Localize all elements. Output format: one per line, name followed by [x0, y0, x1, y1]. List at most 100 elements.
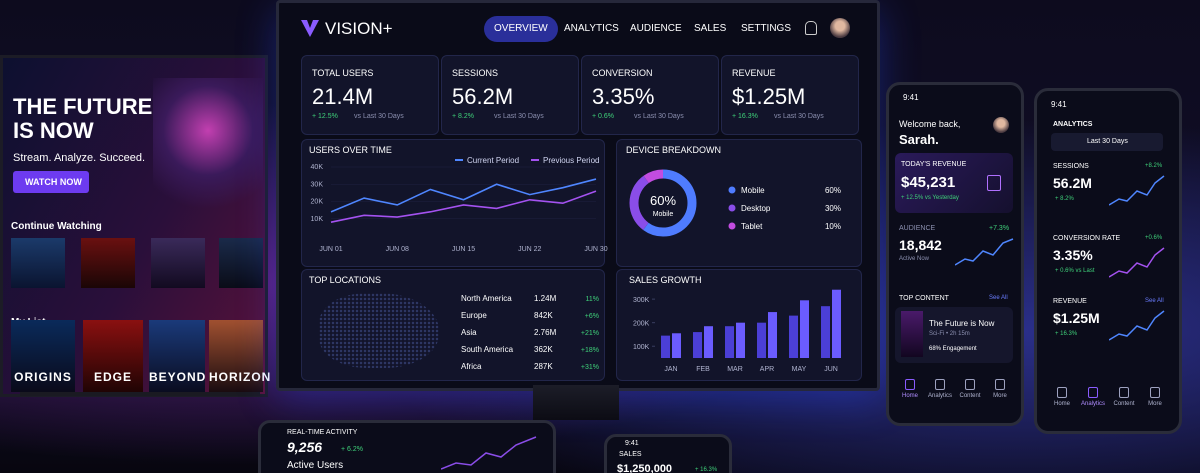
list-item[interactable]: HORIZON	[209, 320, 270, 392]
thumbnail[interactable]	[81, 238, 135, 288]
tab-label[interactable]: Home	[1053, 401, 1070, 407]
location-value: 842K	[534, 311, 553, 320]
x-tick-label: FEB	[696, 366, 710, 373]
nav-item[interactable]: OVERVIEW	[484, 16, 558, 42]
tab-icon	[1119, 387, 1129, 398]
nav-item[interactable]: SALES	[694, 23, 727, 34]
x-tick-label: MAY	[792, 366, 807, 373]
x-tick-label: JUN	[824, 366, 838, 373]
content-thumb[interactable]	[901, 311, 923, 357]
tab-label[interactable]: Analytics	[927, 393, 952, 399]
bar	[832, 289, 841, 358]
change: + 16.3%	[695, 467, 718, 473]
bar	[661, 335, 670, 358]
watch-button[interactable]: WATCH NOW	[13, 171, 89, 193]
charts: USERS OVER TIME 10K 20K 30K 40K JUN 01 JUN 08 J…	[309, 145, 841, 373]
tab-icon	[1150, 387, 1160, 398]
monitor-stand	[533, 385, 619, 420]
bell[interactable]	[805, 21, 817, 35]
kpi-note: vs Last 30 Days	[774, 113, 824, 120]
metric-value: 3.35%	[1053, 247, 1093, 263]
donut-center-value: 60%	[650, 193, 676, 208]
thumbnail[interactable]	[219, 238, 263, 288]
sparkline	[1109, 310, 1165, 341]
tab-label[interactable]: Content	[1113, 401, 1135, 407]
metric-value: 56.2M	[1053, 175, 1092, 191]
value: 9,256	[287, 439, 323, 455]
legend-label: Desktop	[741, 204, 771, 213]
legend-dot	[728, 186, 736, 194]
metric-label: REVENUE	[1053, 298, 1087, 305]
kpi-value: 56.2M	[452, 84, 514, 109]
avatar[interactable]	[993, 117, 1009, 133]
title: REAL-TIME ACTIVITY	[287, 429, 358, 436]
chart-title: SALES GROWTH	[629, 275, 702, 285]
table-title: TOP LOCATIONS	[309, 275, 381, 285]
tab-icon	[905, 379, 915, 390]
hero-art	[153, 78, 263, 228]
kpi-note: vs Last 30 Days	[634, 113, 684, 120]
change: +7.3%	[989, 225, 1010, 232]
avatar[interactable]	[830, 18, 850, 38]
legend-label: Previous Period	[543, 156, 599, 165]
logo-mark	[301, 20, 319, 37]
list-item[interactable]: ORIGINS	[11, 320, 75, 392]
content-title: The Future is Now	[929, 319, 995, 328]
list-title: EDGE	[93, 370, 132, 384]
bar	[757, 322, 766, 358]
x-tick-label: JUN 08	[386, 246, 409, 253]
nav-item[interactable]: AUDIENCE	[630, 23, 682, 34]
spark-line	[955, 238, 1014, 266]
headline: IS NOW	[13, 118, 94, 143]
nav-item[interactable]: ANALYTICS	[564, 23, 619, 34]
legend-dot	[728, 222, 736, 230]
tagline: Stream. Analyze. Succeed.	[13, 152, 146, 164]
x-tick-label: JUN 15	[452, 246, 475, 253]
location-change: +6%	[585, 313, 599, 320]
phone: 9:41 Welcome back, Sarah. TODAY'S REVENU…	[886, 82, 1024, 426]
y-tick-label: 200K	[633, 321, 650, 328]
dropdown[interactable]	[1051, 133, 1163, 151]
tab-label[interactable]: Home	[901, 393, 918, 399]
kpi-value: 3.35%	[592, 84, 655, 109]
tablet: REAL-TIME ACTIVITY 9,256 + 6.2% Active U…	[258, 420, 556, 473]
legend-label: Mobile	[741, 186, 765, 195]
kpi-note: vs Last 30 Days	[494, 113, 544, 120]
bar	[789, 315, 798, 358]
x-tick-label: JAN	[664, 366, 677, 373]
label: AUDIENCE	[899, 225, 936, 232]
metric-badge[interactable]: See All	[1145, 298, 1164, 304]
list-item[interactable]: EDGE	[83, 320, 143, 392]
kpi-value: $1.25M	[732, 84, 806, 109]
revenue-card	[895, 153, 1013, 213]
y-tick-label: 20K	[311, 199, 324, 206]
time: 9:41	[625, 440, 639, 447]
x-tick-label: MAR	[727, 366, 743, 373]
metric-label: CONVERSION RATE	[1053, 235, 1121, 242]
metric-note: + 8.2%	[1055, 196, 1074, 202]
thumbnail[interactable]	[151, 238, 205, 288]
tab-label[interactable]: Analytics	[1080, 401, 1105, 407]
location-name: Africa	[461, 362, 482, 371]
kpi-card: TOTAL USERS 21.4M + 12.5% vs Last 30 Days	[301, 55, 439, 135]
location-value: 287K	[534, 362, 553, 371]
tab-label[interactable]: More	[993, 393, 1007, 399]
legend-label: Current Period	[467, 156, 519, 165]
title: ANALYTICS	[1053, 121, 1093, 128]
list-item[interactable]: BEYOND	[149, 320, 205, 392]
tv-stand	[20, 392, 260, 396]
sparkline	[1109, 175, 1165, 206]
tab-icon	[935, 379, 945, 390]
headline: THE FUTURE	[13, 94, 153, 119]
nav: OVERVIEW ANALYTICS AUDIENCE SALES SETTINGS	[484, 16, 791, 42]
sparkline	[1109, 247, 1165, 278]
tab-label[interactable]: More	[1148, 401, 1162, 407]
spark-line	[1109, 175, 1165, 206]
tab-bar: Home Analytics Content More	[1041, 385, 1177, 415]
tab-label[interactable]: Content	[959, 393, 981, 399]
link[interactable]: See All	[989, 295, 1008, 301]
thumbnail[interactable]	[11, 238, 65, 288]
nav-item[interactable]: SETTINGS	[741, 23, 792, 34]
y-tick-label: 100K	[633, 344, 650, 351]
location-name: Europe	[461, 311, 487, 320]
